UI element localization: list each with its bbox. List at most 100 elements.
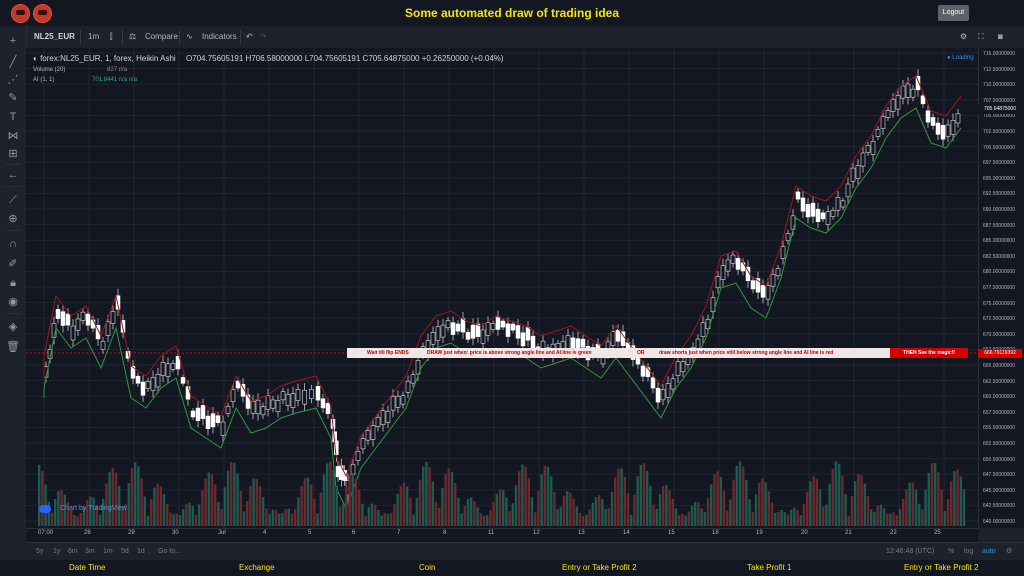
pattern-icon[interactable]: ⋈ (7, 130, 19, 142)
auto-toggle[interactable]: auto (982, 548, 996, 555)
volume-bar (934, 462, 937, 526)
trend-line-icon[interactable]: ╱ (9, 56, 17, 68)
prediction-icon[interactable]: ⊞ (8, 148, 18, 160)
axis-settings-gear-icon[interactable]: ⚙ (1006, 548, 1013, 555)
interval-selector[interactable]: 1m (88, 32, 100, 41)
volume-bar (866, 496, 870, 526)
redo-icon[interactable]: ↷ (260, 32, 267, 41)
price-tick-label: 655.00000000 (983, 425, 1015, 432)
candle-body (930, 117, 936, 126)
fib-icon[interactable]: ⋰ (7, 74, 19, 86)
eye-icon[interactable]: ◉ (8, 296, 18, 308)
time-tick-label: 19 (756, 530, 763, 536)
candle-body (110, 311, 116, 324)
drawing-mode-icon[interactable]: ✐ (8, 258, 18, 270)
magnet-icon[interactable]: ∩ (9, 238, 17, 250)
candle-body (270, 399, 276, 409)
range-5d[interactable]: 5d (121, 548, 129, 555)
compare-button[interactable]: Compare (145, 32, 178, 41)
volume-bar (710, 484, 713, 526)
volume-bar (876, 505, 879, 526)
footer-exchange[interactable]: Exchange (239, 563, 275, 572)
volume-bar (41, 470, 44, 526)
back-arrow-icon[interactable]: ← (7, 169, 19, 181)
text-icon[interactable]: T (9, 111, 17, 123)
candle-body (610, 331, 616, 346)
candle-body (175, 356, 181, 370)
compare-icon[interactable]: ⚖ (129, 32, 137, 41)
volume-bar (422, 466, 425, 526)
volume-bar (412, 514, 415, 526)
logout-button[interactable]: Logout (938, 5, 969, 21)
volume-bar (434, 501, 438, 526)
symbol-selector[interactable]: NL25_EUR (34, 32, 75, 41)
candle-body (955, 113, 961, 124)
candle-body (510, 323, 516, 331)
candle-body (870, 141, 876, 155)
volume-bar (326, 463, 329, 526)
volume-bar (818, 489, 822, 526)
chart-style-icon[interactable]: ⫿ (110, 32, 113, 41)
volume-bar (50, 512, 54, 526)
volume-bar (146, 515, 150, 526)
percent-toggle[interactable]: % (948, 548, 955, 555)
price-chart[interactable] (26, 48, 978, 528)
range-3m[interactable]: 3m (85, 548, 95, 555)
ai-line-red (43, 75, 962, 478)
watermark[interactable]: Chart by TradingView (60, 505, 127, 512)
volume-bar (63, 494, 66, 526)
footer-entry-tp2[interactable]: Entry or Take Profit 2 (562, 563, 637, 572)
candle-body (400, 395, 406, 405)
footer: Date Time Exchange Coin Entry or Take Pr… (0, 560, 1024, 576)
range-6m[interactable]: 6m (68, 548, 78, 555)
range-1y[interactable]: 1y (53, 548, 61, 555)
crosshair-icon[interactable]: + (9, 35, 17, 47)
layers-icon[interactable]: ◈ (8, 321, 18, 333)
trash-icon[interactable]: 🗑︎ (6, 341, 20, 353)
footer-coin[interactable]: Coin (419, 563, 436, 572)
time-tick-label: Jul (218, 530, 226, 536)
candle-body (390, 395, 396, 411)
volume-bar (646, 470, 649, 526)
volume-bar (105, 483, 108, 526)
goto-button[interactable]: Go to... (158, 548, 181, 555)
footer-date-time[interactable]: Date Time (69, 563, 106, 572)
fullscreen-icon[interactable]: ⛶ (978, 32, 984, 41)
undo-icon[interactable]: ↶ (246, 32, 253, 41)
brush-icon[interactable]: ✎ (8, 92, 18, 104)
ai-label[interactable]: AI (1, 1) (33, 77, 55, 83)
indicators-button[interactable]: Indicators (202, 32, 237, 41)
volume-label[interactable]: Volume (20) (33, 67, 66, 73)
footer-tp1[interactable]: Take Profit 1 (747, 563, 792, 572)
range-1d[interactable]: 1d (137, 548, 145, 555)
cloud-icon (39, 505, 51, 513)
time-tick-label: 15 (668, 530, 675, 536)
volume-bar (239, 490, 242, 526)
chart-area[interactable] (26, 48, 978, 528)
lock-icon[interactable]: 🔒︎ (10, 277, 16, 289)
volume-bar (441, 487, 444, 526)
time-axis[interactable] (26, 528, 978, 543)
settings-gear-icon[interactable]: ⚙ (960, 32, 968, 41)
candle-body (190, 410, 196, 418)
price-axis[interactable]: 715.00000000 712.50000000 710.00000000 707.… (978, 48, 1024, 528)
candle-body (380, 410, 386, 425)
ruler-icon[interactable]: ⟋ (9, 194, 17, 206)
current-price-label: 666.79119392 (978, 349, 1022, 358)
logo-left-icon (11, 4, 30, 23)
clock[interactable]: 12:46:48 (UTC) (886, 548, 935, 555)
volume-bar (534, 512, 537, 526)
zoom-icon[interactable]: ⊕ (8, 213, 18, 225)
indicators-icon[interactable]: ∿ (186, 32, 193, 41)
candle-body (915, 75, 921, 91)
range-1m[interactable]: 1m (103, 548, 113, 555)
volume-bar (489, 509, 492, 526)
log-toggle[interactable]: log (964, 548, 974, 555)
legend-symbol[interactable]: forex:NL25_EUR, 1, forex, Heikin Ashi (40, 54, 176, 63)
camera-icon[interactable]: ◙ (998, 32, 1003, 41)
candle-body (65, 313, 71, 326)
footer-entry-tp2-b[interactable]: Entry or Take Profit 2 (904, 563, 979, 572)
range-5y[interactable]: 5y (36, 548, 44, 555)
candle-body (450, 322, 456, 335)
candle-body (55, 309, 61, 319)
